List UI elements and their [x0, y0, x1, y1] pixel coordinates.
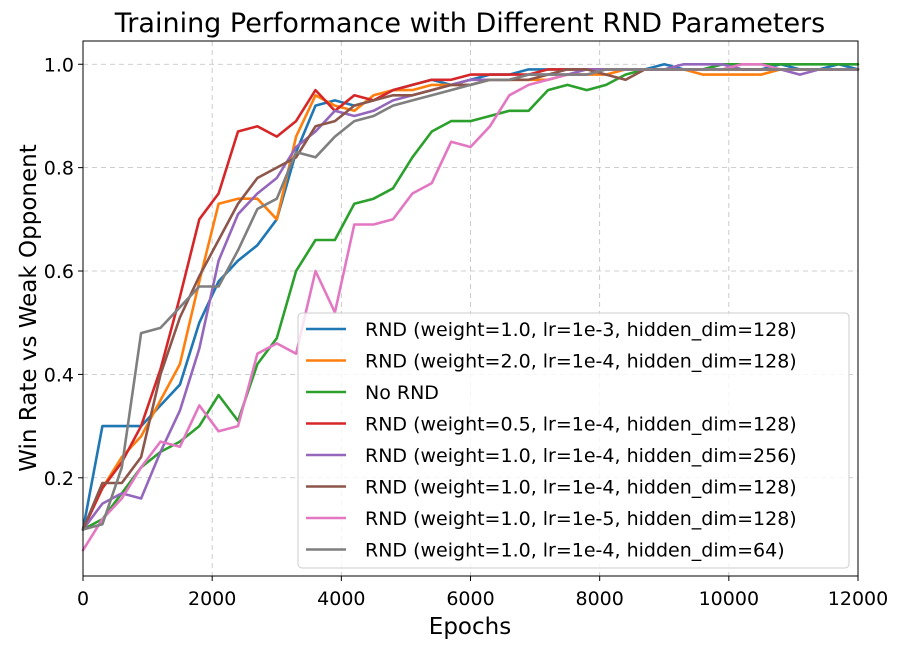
y-tick-label: 0.2 — [44, 468, 74, 490]
y-tick-label: 0.4 — [44, 364, 74, 386]
y-tick-label: 1.0 — [44, 54, 74, 76]
x-axis-label: Epochs — [429, 614, 511, 640]
chart-title: Training Performance with Different RND … — [114, 8, 825, 39]
series-line-7 — [81, 63, 860, 552]
legend-label: RND (weight=0.5, lr=1e-4, hidden_dim=128… — [365, 414, 797, 436]
x-tick-label: 2000 — [188, 588, 236, 610]
legend-label: RND (weight=1.0, lr=1e-3, hidden_dim=128… — [365, 319, 797, 341]
x-tick-label: 12000 — [828, 588, 888, 610]
x-tick-label: 4000 — [317, 588, 365, 610]
legend-label: RND (weight=1.0, lr=1e-5, hidden_dim=128… — [365, 508, 797, 530]
x-tick-label: 0 — [77, 588, 89, 610]
y-tick-label: 0.8 — [44, 158, 74, 180]
series-line-3 — [81, 63, 860, 531]
legend: RND (weight=1.0, lr=1e-3, hidden_dim=128… — [297, 312, 850, 569]
legend-label: RND (weight=2.0, lr=1e-4, hidden_dim=128… — [365, 351, 797, 373]
series-lines — [81, 63, 860, 552]
series-line-5 — [81, 63, 860, 531]
y-tick-label: 0.6 — [44, 261, 74, 283]
axis-ticks: 0 2000 4000 6000 8000 10000 12000 0.2 0.4 0.6 0.8 1… — [44, 54, 888, 610]
legend-label: RND (weight=1.0, lr=1e-4, hidden_dim=256… — [365, 445, 797, 467]
legend-label: RND (weight=1.0, lr=1e-4, hidden_dim=64) — [365, 540, 785, 562]
legend-box — [297, 312, 850, 569]
y-axis-label: Win Rate vs Weak Opponent — [16, 144, 42, 471]
series-line-8 — [81, 68, 860, 531]
legend-label: No RND — [365, 382, 439, 404]
x-tick-label: 8000 — [575, 588, 623, 610]
x-tick-label: 10000 — [699, 588, 759, 610]
x-tick-label: 6000 — [446, 588, 494, 610]
legend-label: RND (weight=1.0, lr=1e-4, hidden_dim=128… — [365, 477, 797, 499]
